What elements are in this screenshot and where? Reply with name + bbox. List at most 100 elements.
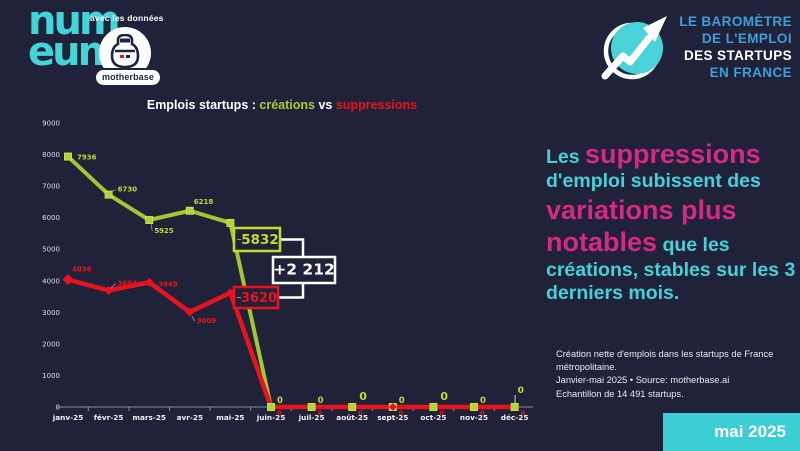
data-label-suppressions: 0 [358,409,363,417]
chart-title-part: Emplois startups : [146,98,260,112]
series-line-suppressions [65,277,517,410]
data-label-creations: 0 [480,396,486,406]
creations-highlight-box [232,226,282,253]
y-axis-label: 5000 [42,246,60,254]
y-axis-label: 9000 [42,119,60,127]
robot-icon [110,34,140,69]
y-axis-label: 4000 [42,277,60,285]
barometer-title-line: EN FRANCE [709,65,792,80]
data-label-suppressions: 0 [480,409,485,417]
marker-suppressions [144,277,154,287]
x-axis-label: mai-25 [216,413,244,422]
x-axis-label: déc-25 [501,413,529,422]
x-axis-label: oct-25 [420,413,446,422]
y-axis-label: 2000 [42,340,60,348]
barometer-title-line: DE L'EMPLOI [701,31,792,46]
marker-creations [267,403,275,411]
data-label-creations: 0 [318,396,324,406]
marker-creations [185,206,194,215]
marker-creations [307,403,316,411]
insight-segment: d'emploi subissent des [546,170,761,193]
net-bracket [278,238,305,299]
motherbase-label: motherbase [94,68,162,87]
chart-title: Emplois startups : créations vs suppress… [22,98,542,112]
data-label-suppressions: 3693 [118,279,138,287]
insight-segment: Les [546,146,586,168]
barometer-brand: LE BAROMÈTRE DE L'EMPLOI DES STARTUPS EN FR… [597,6,792,88]
y-axis-label: 3000 [42,309,60,317]
marker-creations [145,216,154,224]
marker-creations [348,403,357,411]
x-axis-label: avr-25 [177,413,203,422]
data-label-suppressions: 0 [439,409,444,417]
chart-canvas: 0 1000 2000 3000 4000 5000 6000 7000 8000 9000 jan… [42,119,533,422]
data-label-suppressions: 3949 [158,280,178,288]
data-label-suppressions: 0 [521,409,526,417]
net-value-box [271,255,337,285]
barometer-title: LE BAROMÈTRE DE L'EMPLOI DES STARTUPS EN FR… [679,13,792,81]
footnote-line: Janvier-mai 2025 • Source: motherbase.ai [556,375,730,386]
x-axis-label: juin-25 [256,413,286,422]
data-label-creations: 0 [518,386,524,396]
barometer-icon [601,16,668,80]
data-label-créations: 6218 [194,198,214,206]
x-axis-label: sept-25 [377,413,408,422]
insight-segment: variations plus notables [546,194,737,258]
data-label-creations: 0 [277,396,283,406]
data-label-suppressions: 0 [399,409,404,417]
y-axis-label: 8000 [42,151,60,159]
label-connector [110,283,116,289]
data-label-creations: 0 [359,390,367,403]
marker-creations [510,403,519,411]
x-axis-label: juil-25 [298,413,325,422]
marker-creations [429,403,438,411]
x-axis-label: août-25 [336,413,368,422]
y-axis-label: 7000 [42,183,60,191]
insight-headline: Les suppressions d'emploi subissent des … [546,138,798,305]
x-axis-label: nov-25 [460,413,488,422]
suppressions-highlight-box [232,285,280,310]
marker-suppressions [62,274,74,286]
data-label-créations: 5925 [154,227,174,235]
label-connector [150,223,153,232]
data-label-creations: 0 [399,396,405,406]
with-data-label: avec les données [90,13,164,23]
label-connector [191,315,196,322]
x-axis-label: mars-25 [132,413,166,422]
chart-title-part: créations [259,98,315,112]
footnote-line: Création nette d'emplois dans les startu… [556,349,774,373]
data-label-créations: 6730 [118,186,138,194]
y-axis-label: 1000 [42,372,60,380]
y-axis-label: 6000 [42,214,60,222]
marker-creations [64,152,72,161]
label-connector [110,189,116,193]
x-axis-label: janv-25 [52,413,84,422]
data-label-suppressions: 0 [277,409,282,417]
marker-suppressions [388,403,397,411]
x-axis-label: févr-25 [94,413,124,422]
barometer-title-line: DES STARTUPS [683,48,792,63]
employment-chart: Emplois startups : créations vs suppress… [22,96,542,446]
data-label-suppressions: 0 [318,409,323,417]
chart-title-part: vs [314,98,336,112]
footnote: Création nette d'emplois dans les startu… [556,348,794,401]
period-badge: mai 2025 [663,413,800,451]
insight-segment: suppressions [585,139,761,169]
suppressions-highlight-value: 3620 [241,291,277,306]
marker-creations [226,218,235,227]
data-label-creations: 0 [440,390,448,403]
marker-suppressions [225,288,235,298]
insight-segment: que les créations, stables sur les 3 der… [546,234,796,304]
barometer-title-line: LE BAROMÈTRE [679,14,792,29]
data-label-suppressions: 4036 [72,266,92,274]
data-label-suppressions: 3009 [197,317,217,325]
creations-highlight-value: 5832 [241,232,279,248]
marker-creations [104,190,113,199]
marker-creations [470,403,478,411]
chart-title-part: suppressions [335,98,418,112]
footnote-line: Echantillon de 14 491 startups. [556,388,684,399]
data-label-créations: 7936 [77,154,97,162]
marker-suppressions [185,307,195,317]
net-value-label: +2 212 [273,261,335,279]
